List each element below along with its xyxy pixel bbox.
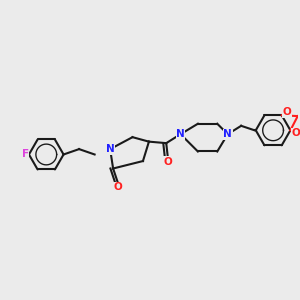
Text: O: O <box>164 157 172 167</box>
Text: N: N <box>106 144 115 154</box>
Text: F: F <box>22 149 29 160</box>
Text: N: N <box>223 129 232 139</box>
Text: N: N <box>176 129 185 139</box>
Text: O: O <box>283 107 292 117</box>
Text: O: O <box>113 182 122 192</box>
Text: O: O <box>291 128 300 138</box>
